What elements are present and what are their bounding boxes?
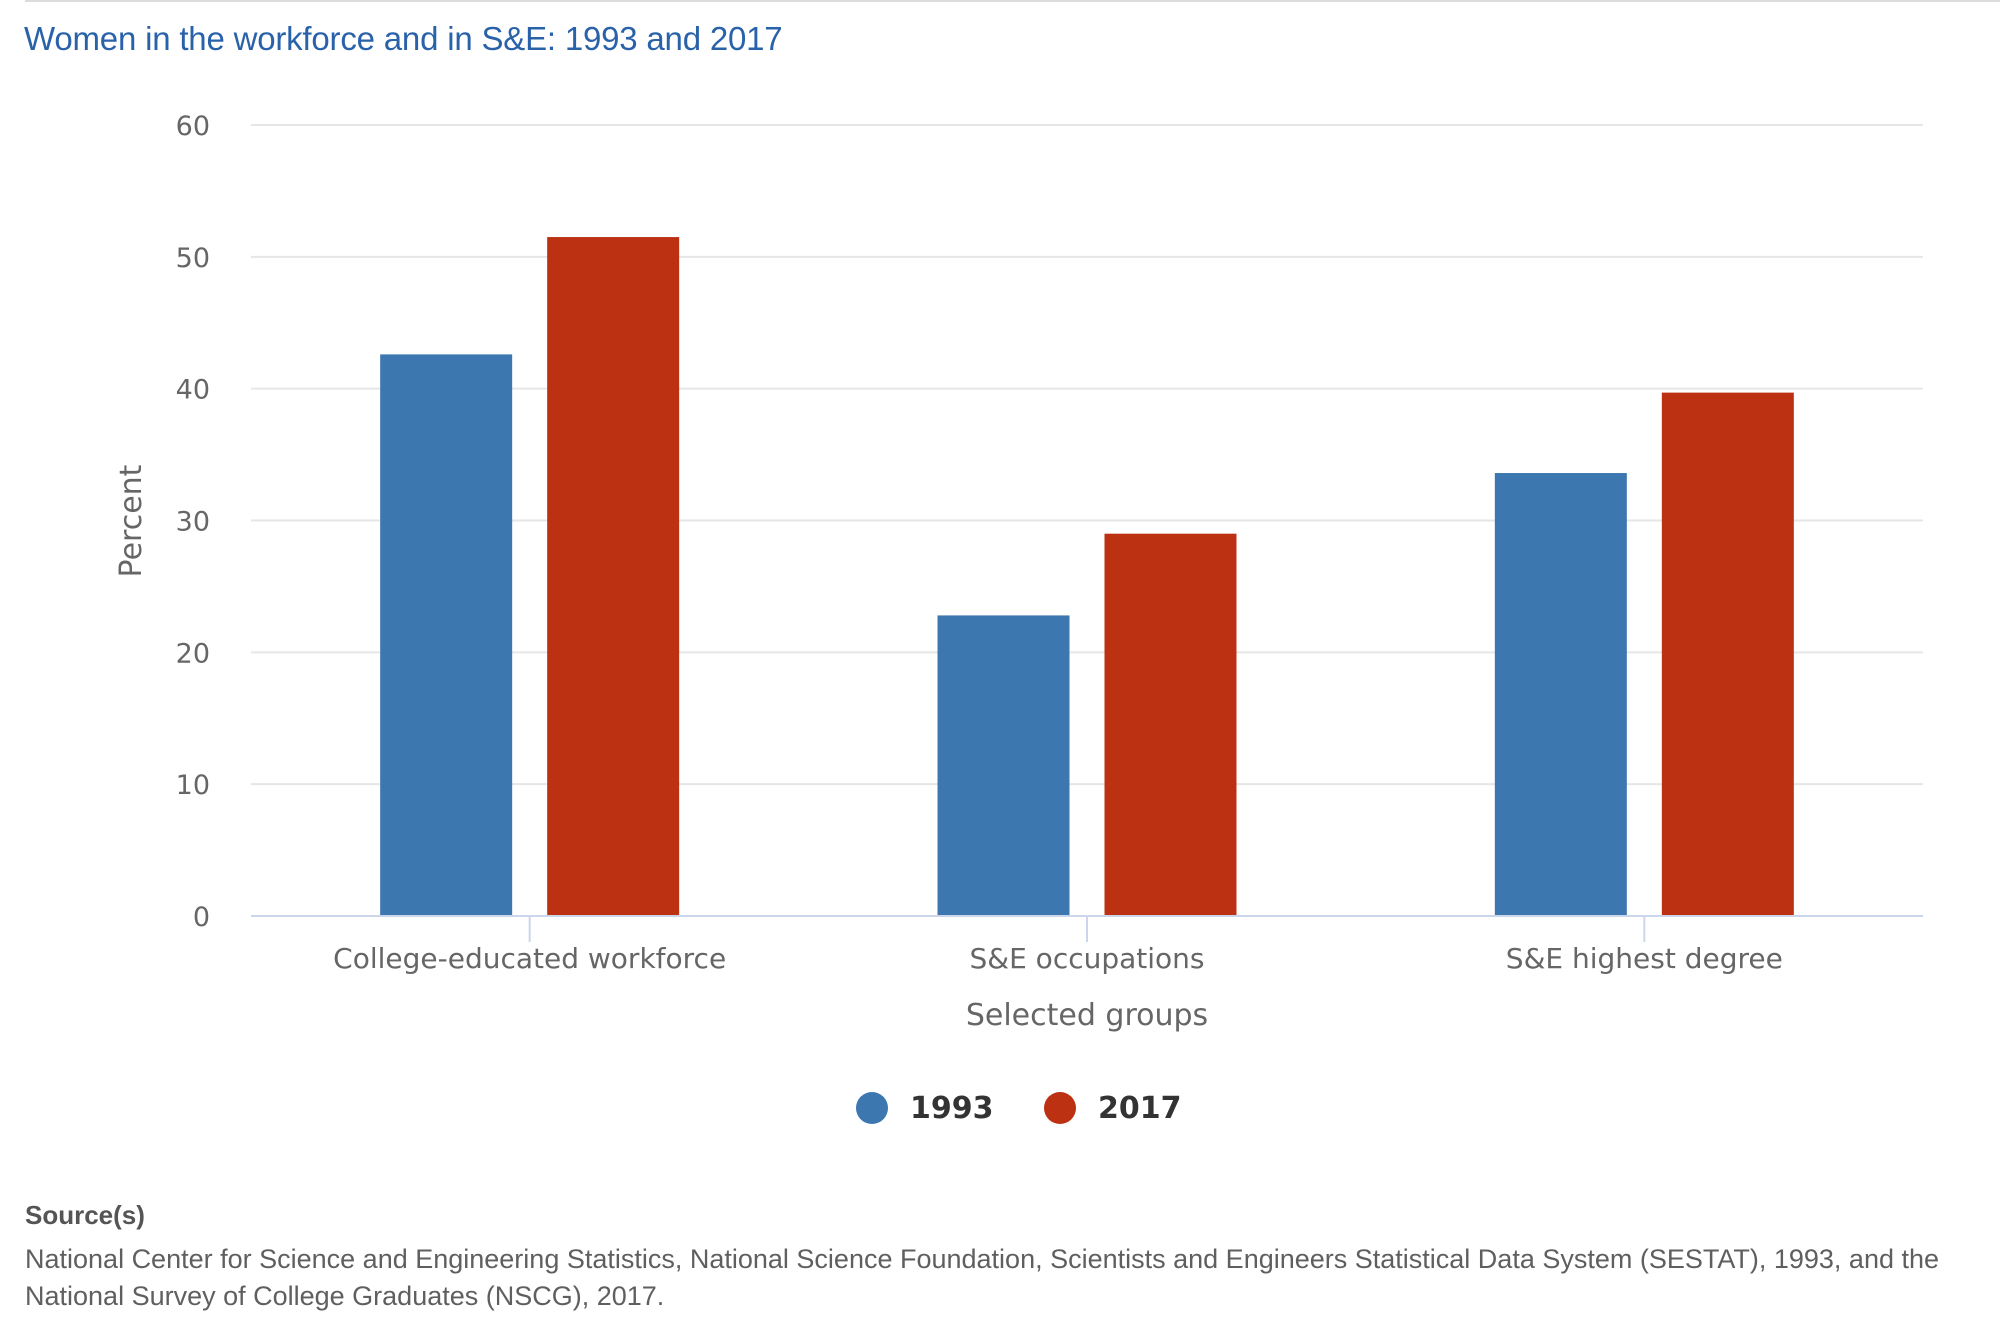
bar-1993-0[interactable] [380, 354, 513, 916]
y-axis-ticks: 0 10 20 30 40 50 60 [176, 111, 210, 933]
y-tick-label-0: 0 [193, 902, 210, 933]
bar-1993-2[interactable] [1494, 473, 1627, 916]
legend-label-1993: 1993 [910, 1090, 994, 1126]
y-tick-label-50: 50 [176, 243, 210, 274]
y-tick-label-10: 10 [176, 770, 210, 801]
bar-2017-1[interactable] [1104, 533, 1237, 916]
legend-marker-1993 [856, 1092, 888, 1124]
x-tick-label-0: College-educated workforce [333, 942, 726, 975]
legend-item-1993[interactable]: 1993 [856, 1086, 994, 1130]
bar-2017-0[interactable] [547, 237, 680, 916]
bar-chart: 0 10 20 30 40 50 60 College-educated workforce… [114, 111, 1923, 1033]
x-axis: College-educated workforce S&E occupation… [251, 915, 1923, 975]
y-tick-label-20: 20 [176, 638, 210, 669]
y-tick-label-30: 30 [176, 507, 210, 538]
legend: 1993 2017 [0, 1086, 2000, 1130]
chart-title: Women in the workforce and in S&E: 1993 … [24, 20, 783, 57]
legend-item-2017[interactable]: 2017 [1044, 1086, 1182, 1130]
bars [380, 237, 1794, 916]
x-tick-label-2: S&E highest degree [1506, 942, 1783, 975]
y-axis-title: Percent [114, 464, 149, 577]
source-heading: Source(s) [25, 1200, 145, 1230]
x-tick-label-1: S&E occupations [969, 942, 1204, 975]
bar-1993-1[interactable] [937, 615, 1070, 916]
gridlines [251, 124, 1923, 786]
source-text: National Center for Science and Engineer… [25, 1244, 1940, 1311]
legend-marker-2017 [1044, 1092, 1076, 1124]
y-tick-label-60: 60 [176, 111, 210, 142]
top-divider [25, 0, 2000, 2]
y-tick-label-40: 40 [176, 375, 210, 406]
bar-2017-2[interactable] [1661, 392, 1794, 916]
legend-label-2017: 2017 [1098, 1090, 1182, 1126]
x-axis-title: Selected groups [966, 998, 1208, 1033]
